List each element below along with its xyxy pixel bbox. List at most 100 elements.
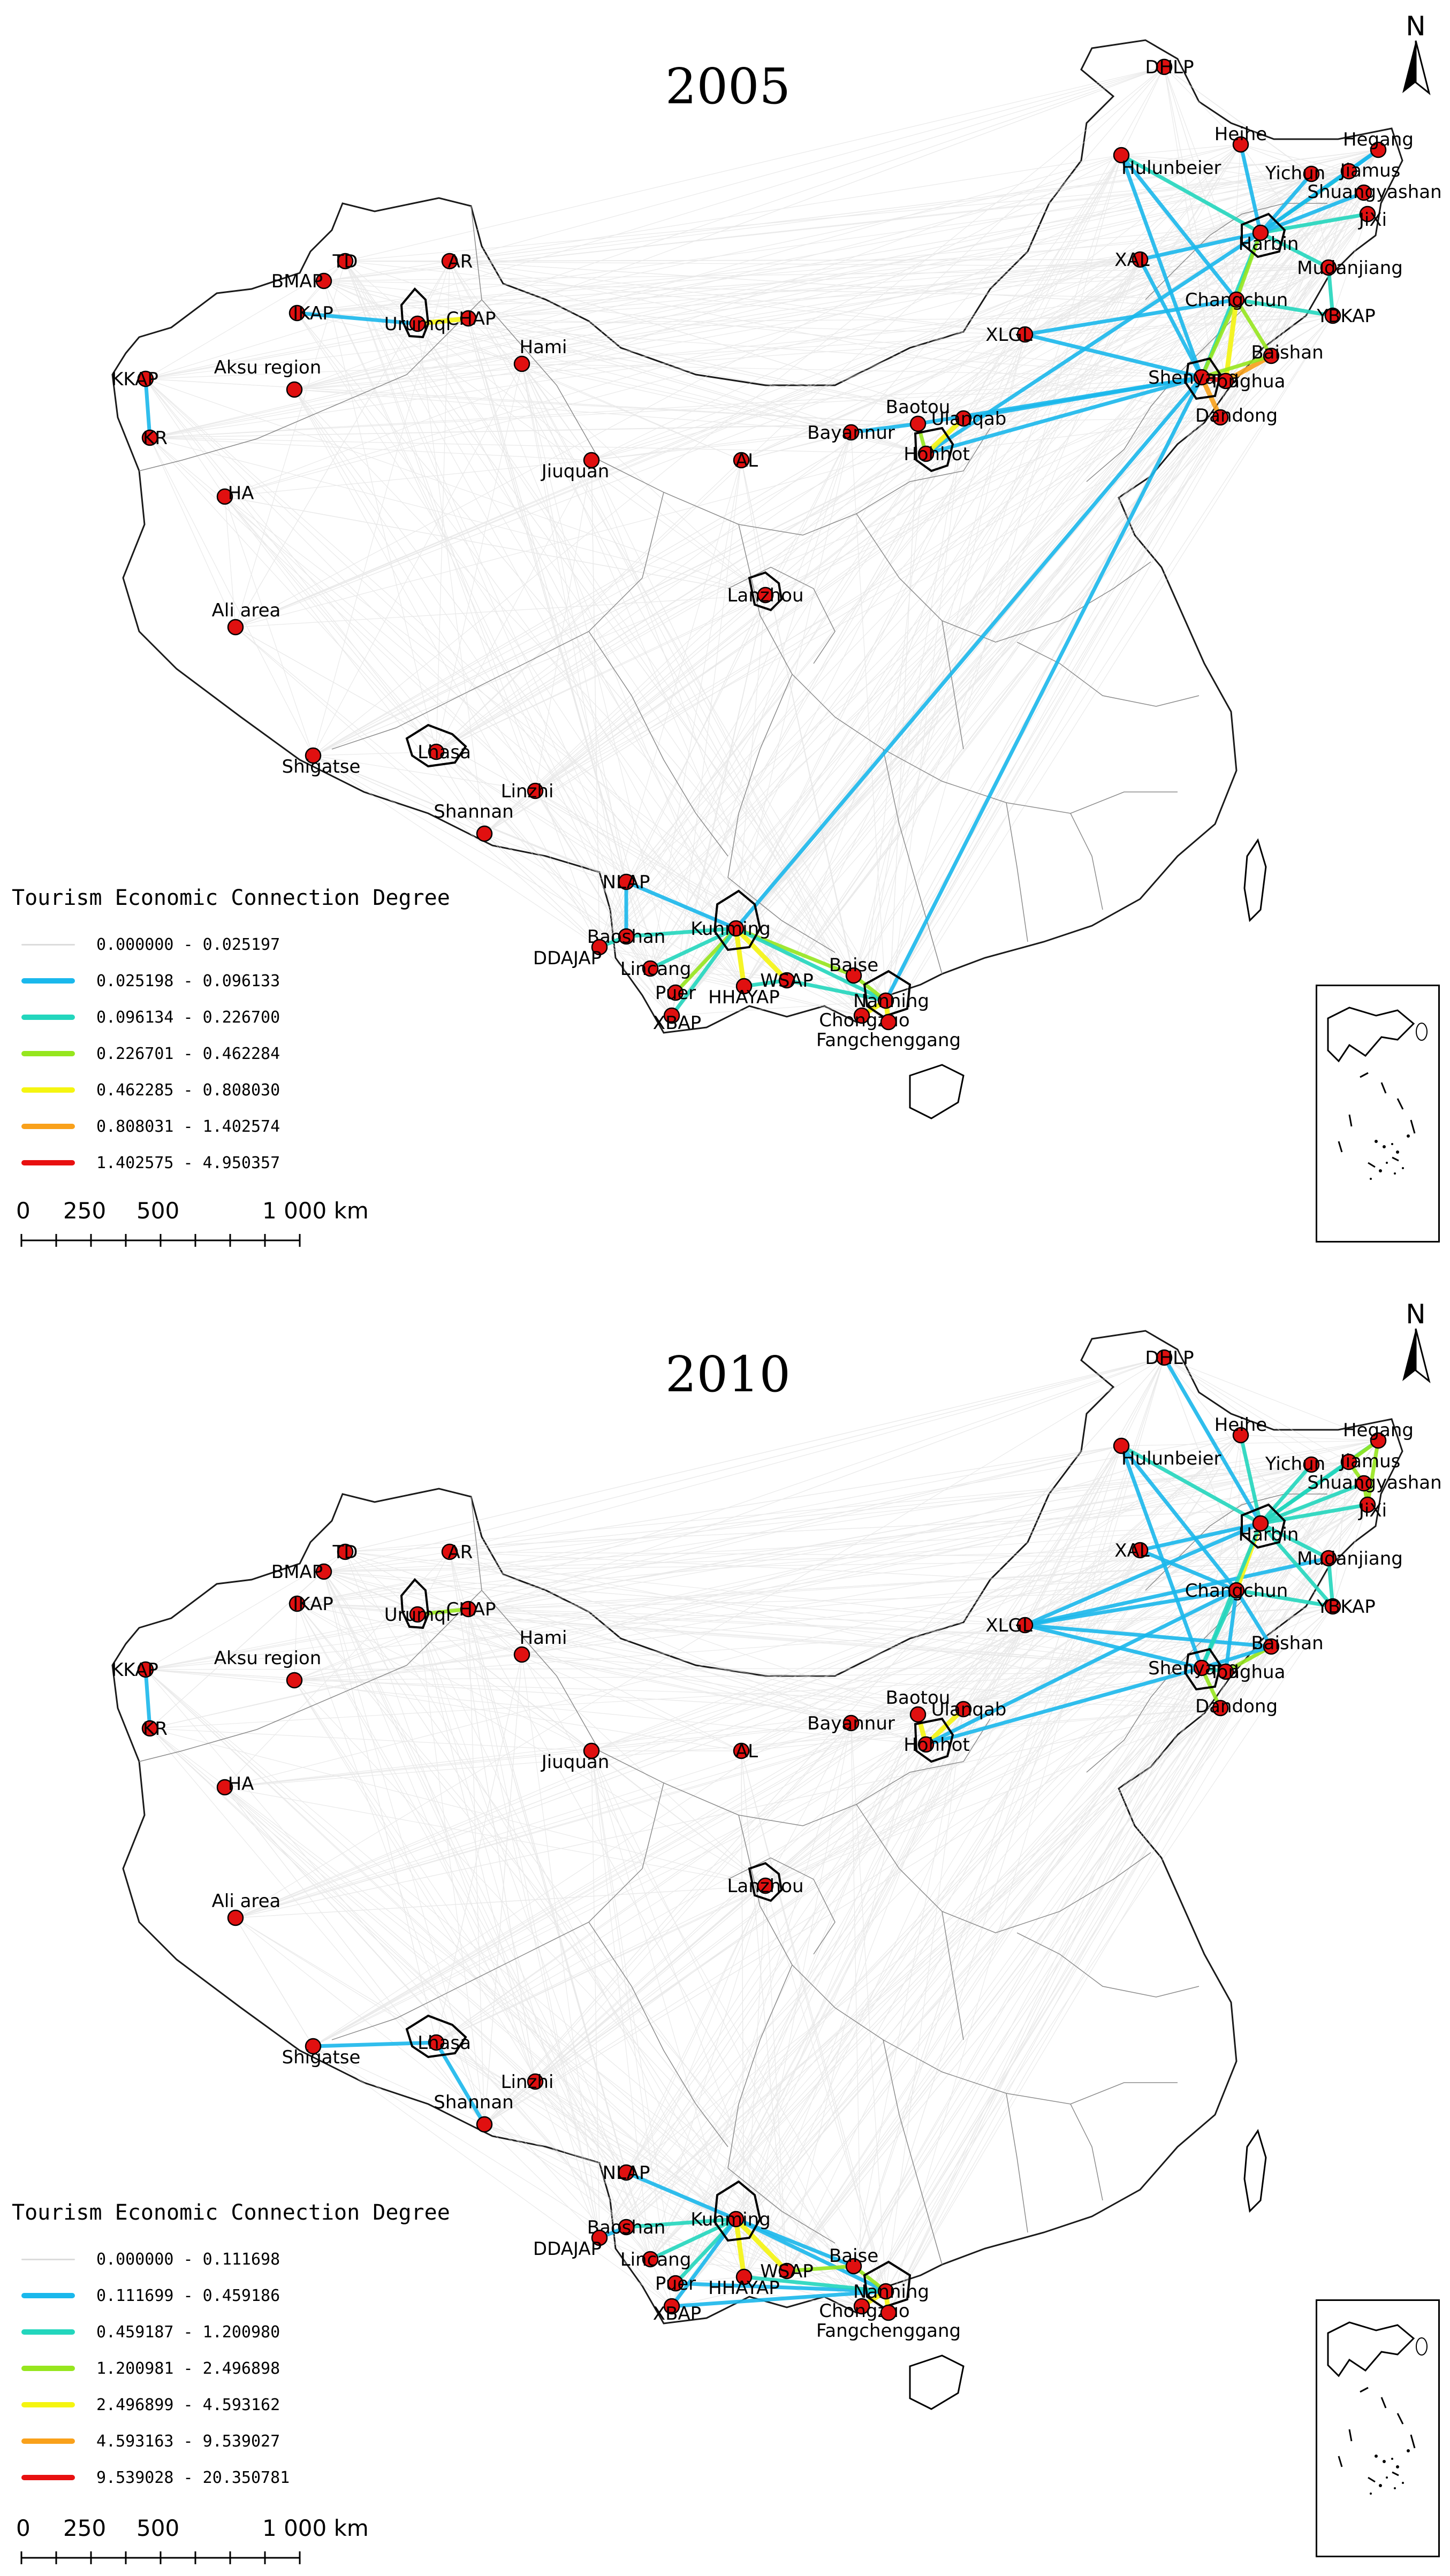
- connection-line-weak: [650, 155, 1122, 969]
- connection-line-XAL-Harbin: [1138, 1521, 1263, 1552]
- connection-line-weak: [297, 1435, 1241, 1604]
- connection-line-weak: [235, 1625, 1026, 1918]
- city-label: Mudanjiang: [1297, 257, 1403, 279]
- connection-line-weak: [861, 334, 1026, 1016]
- province-boundary: [942, 620, 964, 750]
- connection-line-weak: [888, 423, 918, 1023]
- province-boundary: [738, 1815, 1178, 2105]
- connection-line-weak: [484, 1523, 1261, 2125]
- connection-line-weak: [149, 1728, 536, 2082]
- city-label: KKAP: [111, 1659, 158, 1681]
- city-marker-Chongzuo: [853, 1007, 870, 1024]
- city-marker-Hegang: [1370, 1432, 1387, 1449]
- city-label: Harbin: [1239, 233, 1299, 255]
- connection-line-weak: [765, 1590, 1237, 1886]
- city-marker-Ulanqab: [955, 410, 972, 427]
- connection-line-weak: [323, 280, 742, 461]
- connection-line-weak: [145, 259, 1141, 379]
- connection-line-weak: [650, 259, 1141, 969]
- legend-row: 2.496899 - 4.593162: [12, 2387, 450, 2423]
- connection-line-Puer-Nanning: [673, 2281, 888, 2293]
- connection-line-weak: [888, 1504, 1368, 2313]
- connection-line-weak: [741, 1750, 745, 2277]
- city-marker-Kunming: [727, 2211, 745, 2228]
- connection-line-weak: [671, 380, 1226, 1016]
- city-marker-Shigatse: [305, 2038, 322, 2055]
- city-label: BMAP: [271, 271, 323, 292]
- city-marker-CHAP: [460, 310, 477, 327]
- city-label: Kunming: [690, 2209, 770, 2230]
- connection-line-weak: [145, 1558, 1329, 1670]
- city-label: XAL: [1114, 1540, 1150, 1561]
- city-marker-XAL: [1132, 1542, 1149, 1559]
- connection-line-weak: [741, 460, 766, 596]
- connection-line-weak: [297, 1603, 852, 1724]
- connection-line-weak: [297, 232, 1261, 314]
- connection-line-weak: [786, 1606, 1333, 2272]
- connection-line-XLGL-Changchun: [1023, 298, 1239, 337]
- connection-line-weak: [851, 432, 886, 1001]
- city-label: Heihe: [1214, 124, 1267, 145]
- connection-line-weak: [1311, 149, 1379, 174]
- connection-line-weak: [599, 1625, 1026, 2238]
- city-label: XLGL: [985, 324, 1033, 346]
- connection-line-weak: [436, 1625, 1026, 2043]
- connection-line-weak: [591, 460, 787, 981]
- connection-line-weak: [297, 313, 854, 976]
- connection-line-weak: [484, 2124, 600, 2238]
- connection-line-weak: [149, 437, 236, 628]
- province-boundary: [856, 513, 1151, 643]
- connection-line-weak: [765, 1744, 927, 1886]
- connection-line-weak: [235, 627, 676, 993]
- connection-line-weak: [417, 1614, 745, 2277]
- city-outlines: [400, 212, 1286, 1018]
- city-marker-Shannan: [476, 825, 493, 842]
- connection-line-weak: [323, 1357, 1165, 1572]
- city-marker-Yichun: [1303, 1456, 1320, 1473]
- city-marker-AR: [441, 1543, 458, 1560]
- scale-bar: 0 250 500 1 000 km: [16, 1198, 369, 1253]
- city-outline-Nanning: [863, 2260, 912, 2309]
- connection-line-weak: [297, 1603, 766, 1886]
- connection-line-weak: [735, 1709, 964, 2220]
- connection-line-weak: [417, 261, 450, 324]
- connection-line-weak: [313, 1464, 1312, 2047]
- connection-line-weak: [297, 1603, 418, 1615]
- connection-line-weak: [313, 299, 1237, 756]
- connection-line-weak: [599, 423, 918, 948]
- city-marker-Hami: [513, 1646, 530, 1663]
- connection-line-Harbin-Shuangyashan: [1258, 190, 1366, 235]
- connection-line-weak: [224, 496, 485, 834]
- connection-line-weak: [224, 1551, 450, 1788]
- connection-line-weak: [861, 1646, 1272, 2307]
- connection-line-KKAP-KR: [143, 377, 152, 440]
- connection-line-weak: [323, 1571, 627, 2228]
- legend-swatch: [21, 1015, 75, 1020]
- connection-line-Hohhot-Ulanqab: [923, 416, 966, 456]
- connection-line-Kunming-Shenyang: [734, 375, 1204, 931]
- connection-line-weak: [853, 1708, 1221, 2267]
- connection-line-Changchun-YBKAP: [1234, 298, 1335, 318]
- connection-line-weak: [313, 66, 1165, 756]
- city-marker-Shannan: [476, 2116, 493, 2133]
- city-label: DDAJAP: [533, 2238, 602, 2260]
- scale-tick-label: 250: [63, 2515, 107, 2541]
- connection-line-weak: [741, 149, 1379, 461]
- connection-line-weak: [436, 460, 742, 752]
- city-label: IKAP: [293, 303, 333, 324]
- connection-line-weak: [853, 1667, 1202, 2267]
- city-label: Ulanqab: [931, 408, 1007, 430]
- city-label: Lanzhou: [727, 585, 803, 606]
- city-marker-KR: [141, 1720, 158, 1737]
- connection-line-weak: [626, 432, 852, 882]
- connection-line-Harbin-YBKAP: [1258, 1521, 1335, 1609]
- city-label: Hohhot: [904, 1734, 970, 1756]
- city-marker-AL: [733, 452, 750, 469]
- connection-line-weak: [145, 363, 522, 379]
- connection-line-weak: [224, 1714, 918, 1788]
- connection-line-weak: [1311, 1464, 1364, 1484]
- connection-line-Harbin-Yichun: [1258, 172, 1314, 235]
- connection-line-weak: [743, 1723, 852, 2277]
- province-boundary: [727, 1857, 836, 1955]
- connection-line-weak: [294, 1654, 522, 1681]
